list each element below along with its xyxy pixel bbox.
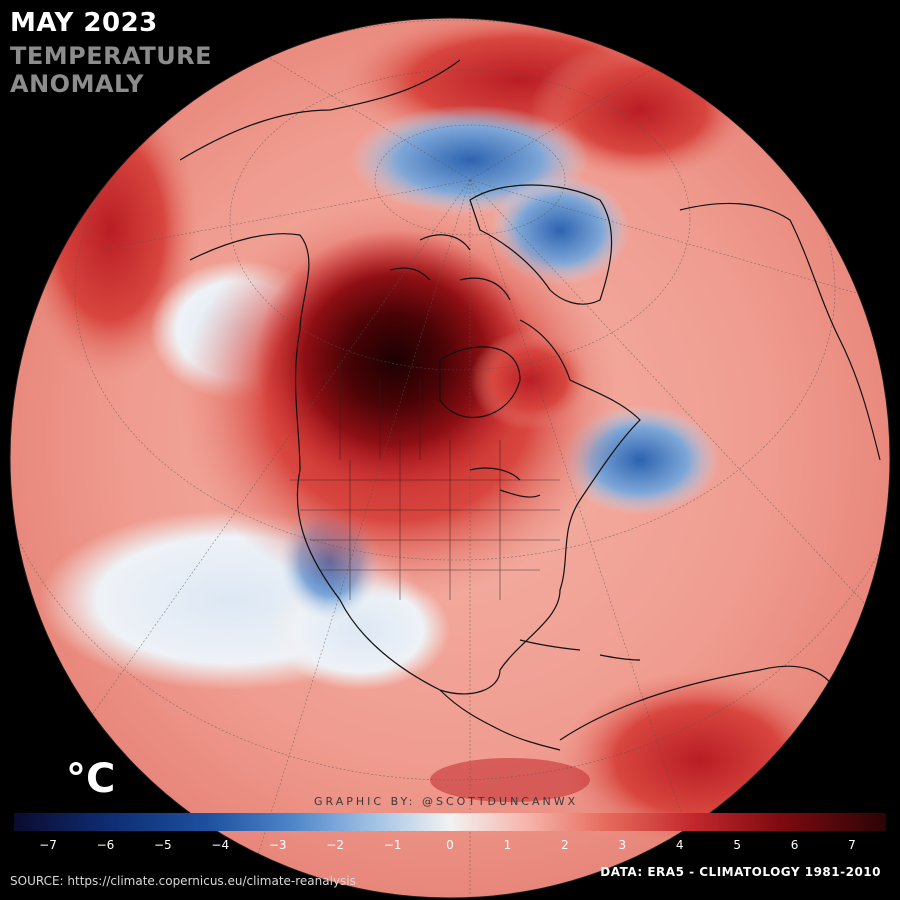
colorbar-tick-label: −4 — [211, 838, 230, 852]
data-note: DATA: ERA5 - CLIMATOLOGY 1981-2010 — [600, 865, 881, 879]
colorbar-tick-label: 2 — [561, 838, 569, 852]
colorbar-tick-label: 6 — [790, 838, 799, 852]
source-note: SOURCE: https://climate.copernicus.eu/cl… — [10, 874, 356, 888]
colorbar-tick-label: 5 — [733, 838, 741, 852]
colorbar-tick-label: 3 — [618, 838, 627, 852]
greenland-coastline — [469, 184, 613, 305]
colorbar-tick-label: −6 — [96, 838, 115, 852]
europe-coastline — [679, 202, 881, 461]
map-title: MAY 2023 — [10, 8, 158, 38]
caribbean-islands — [519, 639, 641, 661]
north-america-coastline — [189, 233, 641, 695]
political-borders — [290, 360, 560, 600]
legend-unit: °C — [66, 756, 116, 802]
colorbar-tick-label: −2 — [326, 838, 344, 852]
south-america-coastline — [559, 665, 841, 741]
arctic-islands — [389, 234, 511, 301]
coastlines — [179, 59, 881, 751]
great-lakes — [469, 467, 541, 498]
globe-rim — [9, 17, 891, 899]
colorbar-tick-label: −7 — [39, 838, 57, 852]
colorbar — [14, 813, 886, 831]
map-subtitle: TEMPERATURE ANOMALY — [10, 42, 212, 98]
hudson-bay-coastline — [439, 346, 521, 418]
canada-extreme-anomaly — [255, 230, 535, 490]
subtitle-line-2: ANOMALY — [10, 70, 144, 98]
colorbar-tick-label: −3 — [268, 838, 287, 852]
colorbar-tick-label: 0 — [446, 838, 454, 852]
colorbar-tick-label: 7 — [848, 838, 856, 852]
siberia-coastline — [179, 59, 461, 161]
colorbar-tick-label: 1 — [503, 838, 512, 852]
colorbar-tick-label: −1 — [383, 838, 402, 852]
subtitle-line-1: TEMPERATURE — [10, 42, 213, 70]
central-america-coastline — [439, 689, 561, 751]
graphic-credit: GRAPHIC BY: @SCOTTDUNCANWX — [314, 795, 579, 808]
colorbar-tick-label: 4 — [675, 838, 684, 852]
colorbar-tick-label: −5 — [153, 838, 172, 852]
